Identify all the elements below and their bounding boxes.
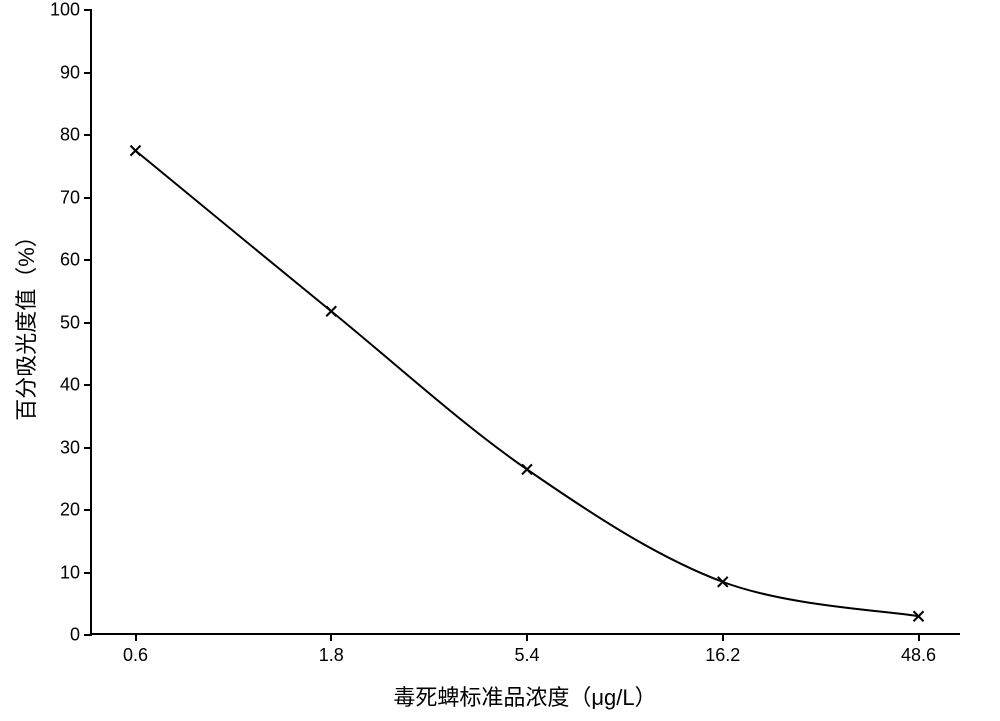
y-tick-label: 60 [60, 250, 80, 271]
y-tick-label: 10 [60, 562, 80, 583]
x-tick-label: 0.6 [123, 645, 148, 666]
y-tick-label: 50 [60, 312, 80, 333]
x-tick-label: 16.2 [705, 645, 740, 666]
x-axis-label: 毒死蜱标准品浓度（μg/L） [393, 680, 656, 712]
y-tick-label: 70 [60, 187, 80, 208]
x-tick [135, 633, 137, 641]
data-point-marker [326, 306, 336, 316]
y-tick-label: 20 [60, 500, 80, 521]
y-tick-label: 0 [70, 625, 80, 646]
y-tick [84, 634, 92, 636]
series-line [136, 151, 919, 617]
y-tick [84, 72, 92, 74]
x-tick [526, 633, 528, 641]
y-tick-label: 100 [50, 0, 80, 21]
x-tick [918, 633, 920, 641]
y-tick-label: 40 [60, 375, 80, 396]
x-tick-label: 1.8 [319, 645, 344, 666]
y-tick [84, 259, 92, 261]
x-tick-label: 48.6 [901, 645, 936, 666]
plot-area: 01020304050607080901000.61.85.416.248.6 [90, 10, 960, 635]
y-tick-label: 30 [60, 437, 80, 458]
y-axis-label: 百分吸光度值（%） [9, 225, 41, 421]
y-tick-label: 80 [60, 125, 80, 146]
data-point-marker [131, 146, 141, 156]
y-tick-label: 90 [60, 62, 80, 83]
y-tick [84, 197, 92, 199]
y-tick [84, 384, 92, 386]
curve-line [92, 10, 962, 635]
y-tick [84, 322, 92, 324]
data-point-marker [718, 577, 728, 587]
data-point-marker [522, 464, 532, 474]
y-tick [84, 509, 92, 511]
y-tick [84, 134, 92, 136]
chart-container: 01020304050607080901000.61.85.416.248.6 … [0, 0, 1000, 721]
y-tick [84, 447, 92, 449]
x-tick [722, 633, 724, 641]
x-tick-label: 5.4 [514, 645, 539, 666]
y-tick [84, 572, 92, 574]
x-tick [330, 633, 332, 641]
y-tick [84, 9, 92, 11]
